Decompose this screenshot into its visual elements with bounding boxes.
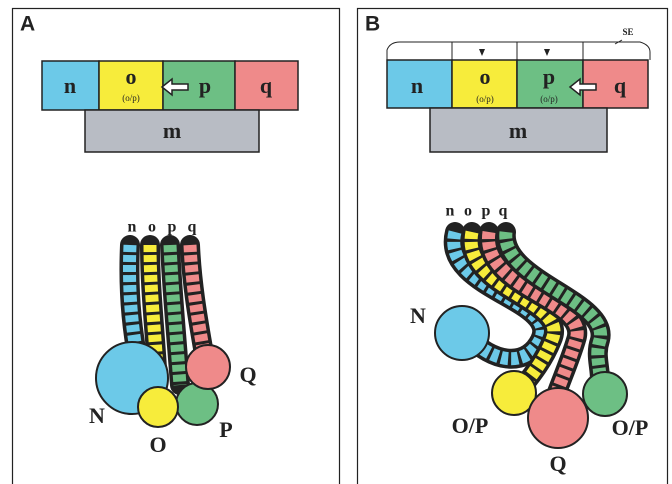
panel-b: B SE n o (o/p) p (o/p) q m n o p q [358, 9, 668, 484]
bulb-label: P [219, 417, 232, 442]
column-label: o [148, 219, 156, 236]
base-label: m [163, 118, 181, 143]
panel-a: A n o (o/p) p q m n o p q N O P Q [13, 9, 340, 484]
annotation: SE [622, 27, 633, 37]
column-label: q [188, 219, 197, 236]
bulb-label: Q [549, 451, 566, 476]
figure: A n o (o/p) p q m n o p q N O P Q [0, 0, 672, 484]
bulb [583, 372, 627, 416]
bulb-label: O/P [452, 413, 489, 438]
column-label: o [464, 203, 472, 220]
bulb [528, 388, 588, 448]
block-label: q [614, 73, 627, 98]
bulb [435, 306, 489, 360]
block-sublabel: (o/p) [476, 94, 494, 104]
column-label: n [128, 219, 137, 236]
bulb-label: Q [239, 362, 256, 387]
block-label: o [480, 64, 491, 89]
block-label: p [543, 64, 555, 89]
column-label: q [499, 203, 508, 220]
panel-label: A [20, 13, 35, 36]
marker [479, 49, 550, 56]
block-sublabel: (o/p) [540, 94, 558, 104]
block-label: p [199, 73, 211, 98]
block-sublabel: (o/p) [122, 93, 140, 103]
panel-label: B [365, 13, 380, 36]
bulb [138, 387, 178, 427]
bulb-label: N [410, 303, 426, 328]
block-label: q [260, 73, 273, 98]
block-label: n [411, 73, 423, 98]
column-label: n [446, 203, 455, 220]
bulb-label: N [89, 403, 105, 428]
bulb-label: O/P [612, 415, 649, 440]
bulb-label: O [149, 432, 166, 457]
block-label: o [126, 64, 137, 89]
column-label: p [482, 203, 491, 220]
column-label: p [168, 219, 177, 236]
se-bracket [387, 40, 650, 60]
block-label: n [64, 73, 76, 98]
bulb [186, 345, 230, 389]
base-label: m [509, 118, 527, 143]
